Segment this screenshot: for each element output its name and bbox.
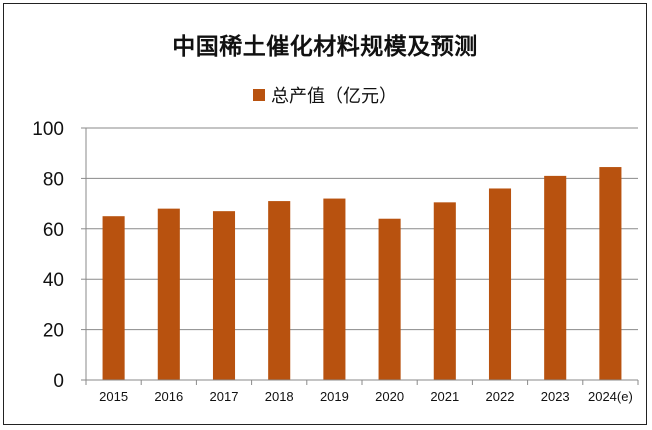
bar <box>102 216 125 380</box>
x-tick-label: 2017 <box>210 389 239 404</box>
y-tick-label: 40 <box>43 270 64 291</box>
y-tick-labels: 0 20 40 60 80 100 <box>32 119 64 392</box>
y-tick-label: 80 <box>43 169 64 190</box>
x-tick-label: 2018 <box>265 389 294 404</box>
bar <box>599 167 622 380</box>
x-tick-label: 2024(e) <box>588 389 633 404</box>
bar <box>268 201 291 380</box>
x-tick-label: 2021 <box>430 389 459 404</box>
x-tick-label: 2016 <box>154 389 183 404</box>
x-tick-label: 2022 <box>486 389 515 404</box>
y-tick-label: 100 <box>32 119 64 140</box>
bars <box>102 167 622 380</box>
legend: 总产值（亿元） <box>4 82 646 108</box>
x-tick-labels: 2015 2016 2017 2018 2019 2020 2021 2022 2023 2024… <box>99 389 633 404</box>
bar <box>323 198 346 380</box>
axes <box>81 127 639 385</box>
y-tick-label: 20 <box>43 321 64 342</box>
bar <box>544 175 567 380</box>
x-tick-label: 2023 <box>541 389 570 404</box>
bar <box>433 202 456 380</box>
y-tick-label: 60 <box>43 220 64 241</box>
x-tick-label: 2020 <box>375 389 404 404</box>
bar <box>378 218 401 380</box>
bar <box>157 208 180 380</box>
x-tick-label: 2015 <box>99 389 128 404</box>
legend-label: 总产值（亿元） <box>271 86 397 107</box>
bar <box>488 188 512 380</box>
y-tick-label: 0 <box>53 371 64 392</box>
bar <box>212 211 236 380</box>
x-tick-label: 2019 <box>320 389 349 404</box>
chart-title: 中国稀土催化材料规模及预测 <box>172 34 478 60</box>
legend-swatch <box>253 89 265 101</box>
